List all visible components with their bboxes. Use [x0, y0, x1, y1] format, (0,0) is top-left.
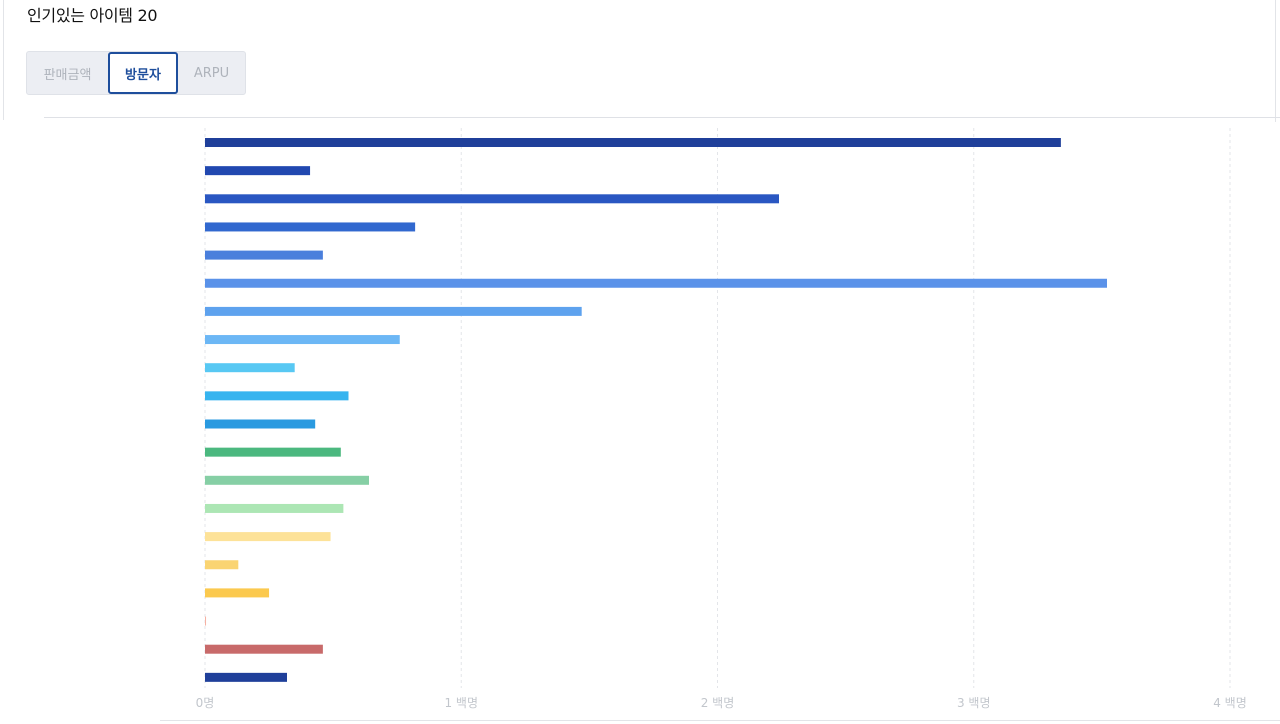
bar-item-18[interactable]	[205, 616, 207, 626]
bar-item-15[interactable]	[205, 532, 331, 542]
bar-item-1[interactable]	[205, 138, 1061, 147]
x-tick-label: 0명	[196, 696, 215, 710]
page-title: 인기있는 아이템 20	[27, 6, 158, 25]
bar-item-4[interactable]	[205, 222, 416, 232]
x-tick-label: 3 백명	[957, 696, 991, 710]
panel-right-border	[1275, 0, 1276, 122]
x-tick-label: 1 백명	[444, 696, 478, 710]
bar-item-17[interactable]	[205, 588, 270, 598]
bar-item-2[interactable]	[205, 166, 311, 176]
bar-item-5[interactable]	[205, 250, 323, 260]
bar-item-3[interactable]	[205, 194, 779, 204]
bar-item-8[interactable]	[205, 335, 400, 345]
bar-item-6[interactable]	[205, 278, 1107, 288]
bar-item-19[interactable]	[205, 644, 323, 654]
panel-divider	[44, 117, 1280, 118]
bar-item-7[interactable]	[205, 306, 582, 316]
bar-item-10[interactable]	[205, 391, 349, 401]
bar-item-12[interactable]	[205, 447, 341, 457]
tab-visitors[interactable]: 방문자	[108, 52, 178, 94]
bar-item-13[interactable]	[205, 475, 369, 485]
bar-item-11[interactable]	[205, 419, 316, 429]
x-tick-label: 2 백명	[701, 696, 735, 710]
panel-left-border	[3, 0, 4, 120]
bar-item-20[interactable]	[205, 672, 287, 682]
panel-bottom-border	[160, 720, 1280, 721]
bar-item-9[interactable]	[205, 363, 295, 373]
metric-tab-group: 판매금액 방문자 ARPU	[26, 51, 246, 95]
tab-sales-amount[interactable]: 판매금액	[43, 67, 92, 83]
bar-item-16[interactable]	[205, 560, 239, 570]
bar-item-14[interactable]	[205, 503, 344, 513]
x-tick-label: 4 백명	[1213, 696, 1247, 710]
tab-arpu[interactable]: ARPU	[193, 65, 230, 81]
